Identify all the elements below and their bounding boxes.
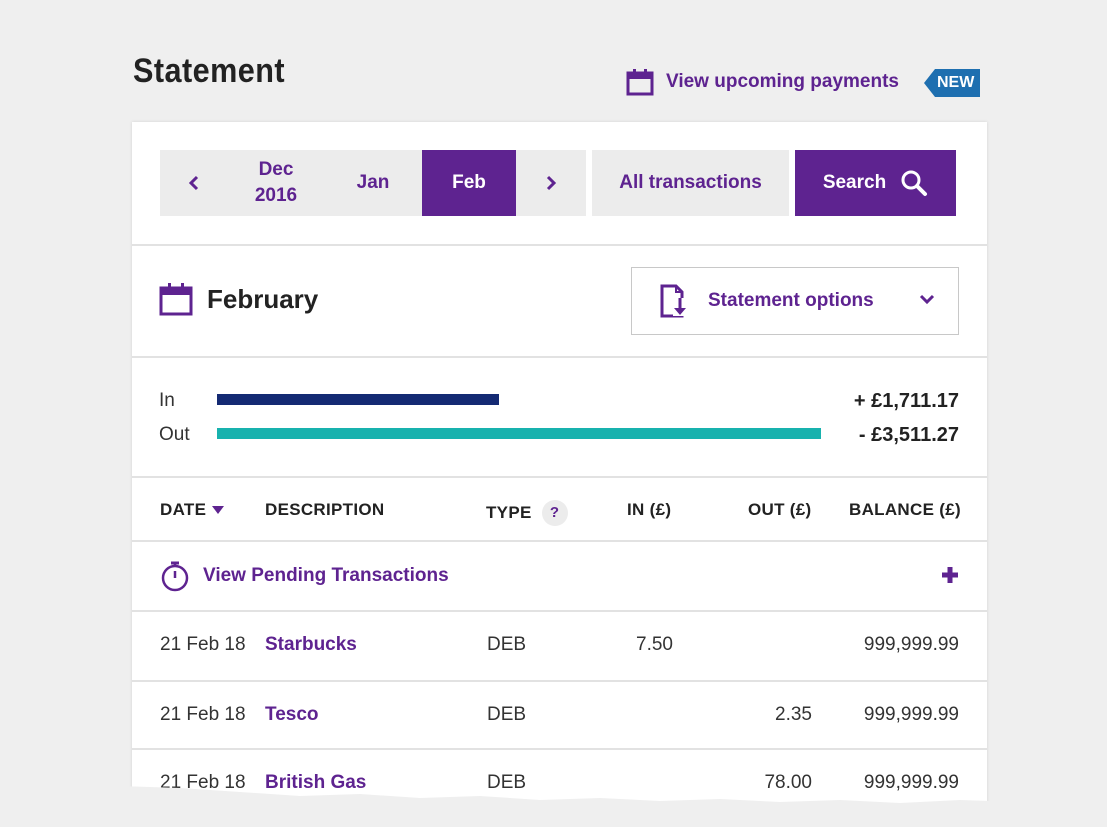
statement-options-label: Statement options	[708, 290, 874, 311]
row-date: 21 Feb 18	[160, 772, 246, 793]
view-pending-transactions-link[interactable]: View Pending Transactions	[159, 560, 449, 592]
torn-edge	[0, 782, 1107, 827]
calendar-icon	[159, 283, 193, 316]
prev-month-button[interactable]	[160, 150, 228, 216]
in-column-header: IN (£)	[627, 500, 672, 519]
divider	[132, 356, 987, 358]
all-transactions-button[interactable]: All transactions	[592, 150, 789, 216]
download-document-icon	[660, 284, 687, 318]
in-bar	[217, 394, 499, 405]
divider	[132, 748, 987, 750]
month-title: February	[207, 283, 319, 314]
table-row[interactable]: 21 Feb 18 British Gas DEB 78.00 999,999.…	[132, 750, 987, 818]
description-column-header: DESCRIPTION	[265, 500, 385, 519]
date-column-header[interactable]: DATE	[160, 500, 225, 520]
next-month-button[interactable]	[516, 150, 586, 216]
out-bar	[217, 428, 821, 439]
pending-label: View Pending Transactions	[203, 565, 449, 586]
row-description[interactable]: Starbucks	[265, 634, 357, 655]
divider	[132, 476, 987, 478]
row-in: 7.50	[636, 634, 673, 655]
row-description[interactable]: Tesco	[265, 704, 319, 725]
chevron-right-icon	[546, 175, 557, 191]
month-nav: Dec 2016 Jan Feb All transactions Search	[160, 150, 956, 216]
search-icon	[901, 170, 928, 196]
divider	[132, 610, 987, 612]
row-type: DEB	[487, 704, 527, 725]
chevron-left-icon	[188, 175, 199, 191]
stopwatch-icon	[161, 561, 189, 592]
chevron-down-icon	[919, 294, 935, 305]
month-dec-2016[interactable]: Dec 2016	[228, 150, 324, 216]
view-upcoming-payments-link[interactable]: View upcoming payments	[626, 66, 899, 98]
out-column-header: OUT (£)	[748, 500, 812, 519]
row-balance: 999,999.99	[863, 772, 959, 793]
row-date: 21 Feb 18	[160, 704, 246, 725]
table-row[interactable]: 21 Feb 18 Tesco DEB 2.35 999,999.99	[132, 682, 987, 750]
divider	[132, 244, 987, 246]
upcoming-payments-label: View upcoming payments	[666, 71, 899, 92]
out-total: - £3,511.27	[858, 424, 959, 446]
type-column-header: TYPE ?	[486, 500, 568, 526]
type-help-icon[interactable]: ?	[541, 500, 568, 526]
statement-options-dropdown[interactable]: Statement options	[631, 267, 959, 335]
page-title: Statement	[133, 52, 285, 90]
in-total: + £1,711.17	[853, 390, 959, 412]
statement-card: Dec 2016 Jan Feb All transactions Search…	[132, 122, 987, 812]
expand-plus-icon[interactable]	[940, 565, 960, 585]
new-badge: NEW	[924, 69, 981, 97]
search-button[interactable]: Search	[795, 150, 956, 216]
row-description[interactable]: British Gas	[265, 772, 367, 793]
calendar-icon	[626, 69, 654, 96]
divider	[132, 680, 987, 682]
month-jan[interactable]: Jan	[324, 150, 422, 216]
row-date: 21 Feb 18	[160, 634, 246, 655]
row-balance: 999,999.99	[863, 704, 959, 725]
month-heading: February	[159, 282, 318, 316]
sort-down-icon	[212, 506, 225, 514]
in-label: In	[159, 390, 175, 411]
row-balance: 999,999.99	[863, 634, 959, 655]
table-row[interactable]: 21 Feb 18 Starbucks DEB 7.50 999,999.99	[132, 612, 987, 680]
balance-column-header: BALANCE (£)	[849, 500, 961, 519]
row-type: DEB	[487, 634, 527, 655]
month-feb[interactable]: Feb	[422, 150, 516, 216]
row-out: 2.35	[775, 704, 812, 725]
row-out: 78.00	[764, 772, 812, 793]
divider	[132, 540, 987, 542]
out-label: Out	[159, 424, 190, 445]
row-type: DEB	[487, 772, 527, 793]
